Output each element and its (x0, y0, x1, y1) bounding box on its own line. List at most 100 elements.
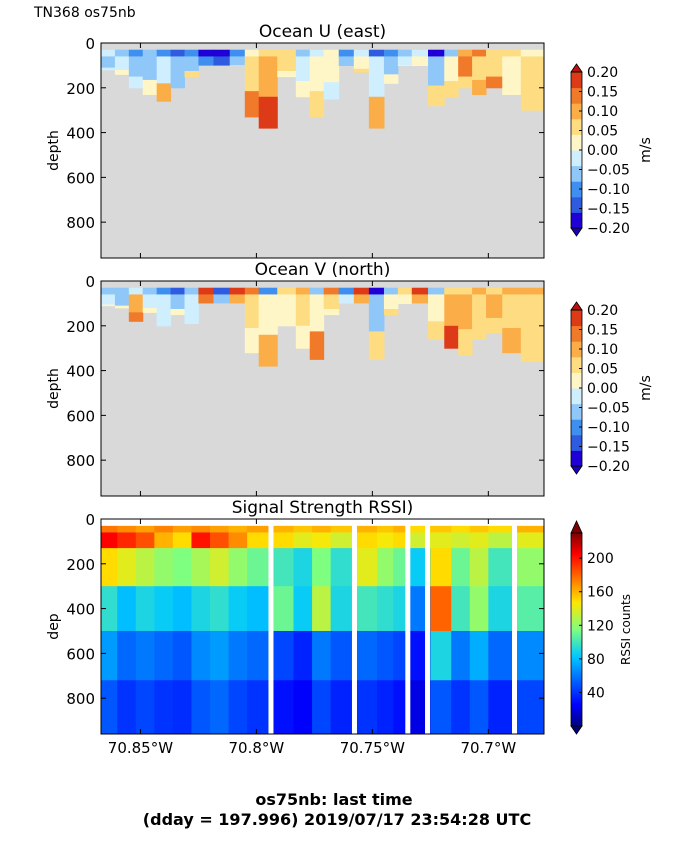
colorbar-level (571, 450, 582, 467)
velocity-cell (338, 294, 355, 304)
rssi-cell (191, 630, 211, 681)
velocity-cell (397, 287, 413, 295)
colorbar-level (571, 388, 582, 405)
rssi-cell (172, 548, 192, 587)
velocity-cell (338, 287, 355, 295)
velocity-cell (295, 325, 311, 349)
velocity-cell (428, 287, 445, 295)
velocity-cell (184, 70, 199, 78)
velocity-cell (114, 69, 130, 75)
rssi-cell (377, 532, 394, 549)
rssi-cell (101, 586, 118, 632)
velocity-cell (397, 303, 413, 304)
velocity-cell (258, 334, 278, 367)
velocity-cell (323, 56, 340, 83)
rssi-cell (101, 680, 118, 734)
velocity-cell (520, 294, 544, 334)
data-gap (425, 519, 431, 734)
rssi-cell (312, 548, 332, 587)
velocity-cell (156, 314, 172, 327)
velocity-cell (229, 56, 246, 66)
rssi-cell (430, 532, 452, 549)
velocity-cell (277, 49, 297, 57)
rssi-cell (210, 525, 230, 533)
y-tick-label: 400 (66, 125, 95, 143)
rssi-cell (312, 630, 332, 681)
colorbar-tick-label: −0.15 (587, 202, 630, 218)
rssi-cell (135, 525, 155, 533)
colorbar-extend-max (570, 520, 583, 534)
rssi-cell (469, 548, 489, 587)
rssi-cell (513, 630, 544, 681)
rssi-cell (377, 548, 394, 587)
velocity-cell (184, 56, 199, 72)
velocity-cell (323, 287, 340, 295)
colorbar-level (571, 134, 582, 151)
y-tick-label: 200 (66, 80, 95, 98)
velocity-cell (428, 321, 445, 340)
rssi-cell (101, 532, 118, 549)
velocity-cell (428, 56, 445, 87)
colorbar-frame (570, 532, 583, 727)
velocity-cell (198, 287, 214, 295)
colorbar-tick-label: 0.00 (587, 143, 618, 159)
panel-2: Ocean V (north) depth 0 200 400 600 800 0.20 0.1… (46, 260, 654, 497)
colorbar-level (571, 103, 582, 120)
data-gap (512, 519, 518, 734)
velocity-cell (323, 82, 340, 100)
velocity-cell (502, 328, 522, 354)
rssi-cell (488, 630, 515, 681)
velocity-cell (444, 56, 459, 82)
velocity-cell (383, 287, 399, 295)
velocity-cell (258, 287, 278, 295)
rssi-cell (330, 525, 355, 533)
rssi-cell (293, 586, 313, 632)
rssi-cell (247, 532, 271, 549)
velocity-cell (258, 96, 278, 129)
rssi-cell (101, 630, 118, 681)
rssi-cell (312, 680, 332, 734)
velocity-cell (244, 49, 260, 57)
colorbar: 0.20 0.15 0.10 0.05 0.00 −0.05 −0.10 −0.15 −0.20… (570, 301, 654, 475)
velocity-cell (184, 313, 199, 325)
rssi-cell (270, 548, 295, 587)
velocity-cell (258, 56, 278, 98)
velocity-cell (411, 294, 429, 304)
velocity-cell (458, 56, 473, 78)
velocity-cell (128, 312, 144, 322)
rssi-cell (117, 525, 137, 533)
y-axis-label: dep (46, 613, 62, 640)
velocity-cell (198, 49, 214, 57)
velocity-cell (383, 308, 399, 316)
data-gap (405, 519, 411, 734)
velocity-cell (213, 303, 231, 304)
rssi-cell (377, 586, 394, 632)
colorbar: 200 160 120 80 40 RSSI counts (570, 520, 633, 735)
colorbar-tick-label: −0.05 (587, 163, 630, 179)
colorbar-level (571, 403, 582, 420)
colorbar-level (571, 118, 582, 135)
velocity-cell (353, 287, 370, 295)
rssi-cell (488, 548, 515, 587)
rssi-cell (172, 532, 192, 549)
velocity-cell (486, 56, 503, 78)
velocity-cell (323, 308, 340, 316)
rssi-cell (135, 532, 155, 549)
velocity-cell (383, 56, 399, 75)
rssi-cell (117, 532, 137, 549)
footer-line2: (dday = 197.996) 2019/07/17 23:54:28 UTC (143, 810, 531, 829)
velocity-cell (411, 49, 429, 57)
velocity-cell (472, 321, 487, 340)
velocity-cell (142, 294, 158, 309)
velocity-cell (229, 287, 246, 295)
colorbar-gradient (571, 533, 582, 726)
rssi-cell (191, 548, 211, 587)
rssi-cell (451, 525, 471, 533)
velocity-cell (309, 331, 325, 360)
velocity-cell (472, 294, 487, 322)
plot-frame (100, 42, 545, 259)
rssi-cell (154, 630, 174, 681)
rssi-cell (430, 680, 452, 734)
velocity-cell (101, 294, 116, 306)
colorbar-extend-min (570, 227, 583, 237)
